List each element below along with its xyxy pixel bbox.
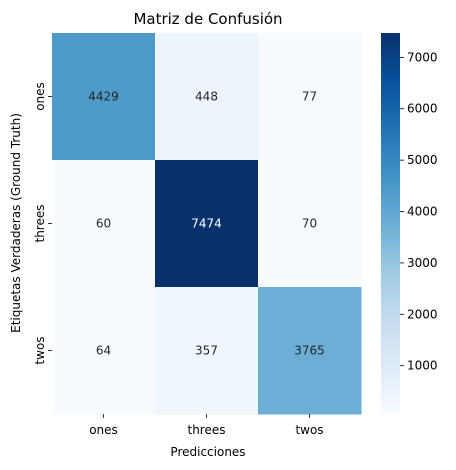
cell-annotation-1-0: 60 — [96, 217, 111, 231]
heatmap-cell-2-1 — [155, 287, 259, 415]
x-tick-label-1: threes — [188, 423, 226, 437]
cell-annotation-2-0: 64 — [96, 344, 111, 358]
heatmap-cell-0-1 — [155, 33, 259, 161]
heatmap-cell-2-0 — [52, 287, 156, 415]
x-axis-ticks: ones threes twos — [89, 414, 324, 437]
colorbar: 1000 2000 3000 4000 5000 6000 7000 — [381, 33, 438, 414]
colorbar-tick-label-0: 1000 — [407, 359, 438, 373]
chart-title: Matriz de Confusión — [133, 10, 282, 28]
heatmap-cell-0-0 — [52, 33, 156, 161]
y-axis-ticks: ones threes twos — [33, 82, 52, 365]
colorbar-tick-label-1: 2000 — [407, 307, 438, 321]
colorbar-tick-label-3: 4000 — [407, 205, 438, 219]
colorbar-tick-label-2: 3000 — [407, 256, 438, 270]
cell-annotation-2-2: 3765 — [294, 344, 325, 358]
colorbar-gradient — [381, 33, 400, 414]
y-axis-label: Etiquetas Verdaderas (Ground Truth) — [9, 113, 23, 333]
heatmap-cell-1-2 — [258, 160, 362, 288]
cell-annotation-0-0: 4429 — [88, 90, 119, 104]
heatmap-cells: 4429 448 77 60 7474 70 64 357 3765 — [52, 33, 362, 415]
y-tick-label-1: threes — [33, 205, 47, 243]
x-axis-label: Predicciones — [170, 445, 245, 459]
cell-annotation-0-2: 77 — [302, 90, 317, 104]
colorbar-tick-label-4: 5000 — [407, 153, 438, 167]
heatmap-cell-0-2 — [258, 33, 362, 161]
x-tick-label-2: twos — [295, 423, 323, 437]
cell-annotation-2-1: 357 — [195, 344, 218, 358]
cell-annotation-1-1: 7474 — [191, 217, 222, 231]
cell-annotation-1-2: 70 — [302, 217, 317, 231]
x-tick-label-0: ones — [89, 423, 118, 437]
colorbar-tick-label-5: 6000 — [407, 102, 438, 116]
heatmap-cell-1-1 — [155, 160, 259, 288]
cell-annotation-0-1: 448 — [195, 90, 218, 104]
heatmap-cell-1-0 — [52, 160, 156, 288]
colorbar-tick-label-6: 7000 — [407, 50, 438, 64]
y-tick-label-0: ones — [33, 82, 47, 111]
heatmap-cell-2-2 — [258, 287, 362, 415]
y-tick-label-2: twos — [33, 336, 47, 364]
